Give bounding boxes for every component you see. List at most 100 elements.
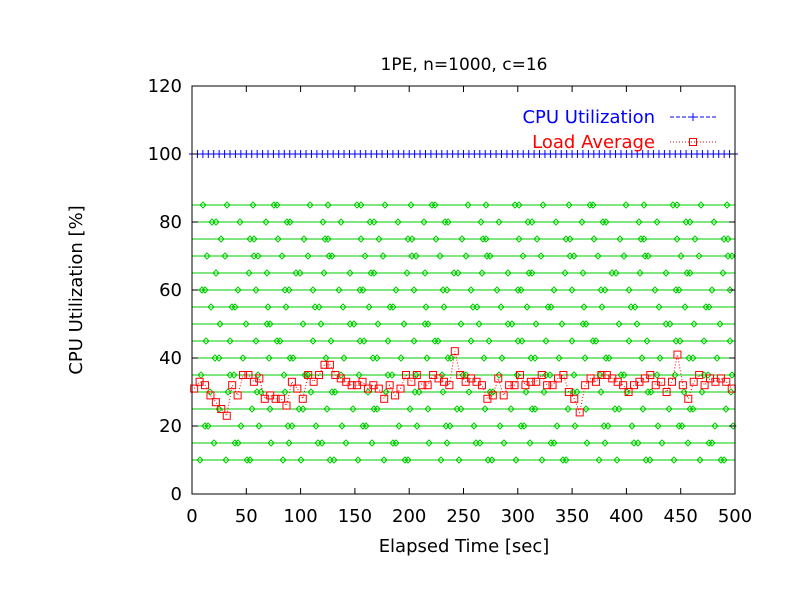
green-diamond [568, 286, 576, 294]
green-diamond [421, 320, 429, 328]
green-diamond [285, 439, 293, 447]
cpu-utilization-point [487, 150, 494, 158]
green-diamond [286, 218, 294, 226]
green-diamond [546, 371, 554, 379]
green-diamond [412, 252, 420, 260]
green-diamond [697, 201, 705, 209]
green-diamond [507, 405, 515, 413]
green-diamond [690, 320, 698, 328]
green-diamond [579, 269, 587, 277]
cpu-utilization-point [541, 150, 548, 158]
cpu-utilization-point [319, 150, 326, 158]
load-average-point [488, 391, 497, 400]
cpu-utilization-point [607, 150, 614, 158]
green-diamond [420, 218, 428, 226]
green-diamond [495, 218, 503, 226]
green-diamond [539, 201, 547, 209]
green-diamond [470, 422, 478, 430]
cpu-utilization-point [303, 150, 310, 158]
cpu-utilization-point [308, 150, 315, 158]
load-average-point [456, 371, 465, 379]
load-average-point [559, 371, 568, 379]
green-diamond [486, 252, 494, 260]
cpu-utilization-point [205, 150, 212, 158]
cpu-utilization-point [558, 150, 565, 158]
green-diamond [515, 235, 523, 243]
cpu-utilization-point [623, 150, 630, 158]
green-diamond [203, 252, 211, 260]
load-average-point [217, 405, 226, 413]
cpu-utilization-point [368, 150, 375, 158]
x-tick-label: 100 [283, 506, 317, 527]
green-diamond [631, 303, 639, 311]
cpu-utilization-point [569, 150, 576, 158]
load-average-point [401, 371, 410, 379]
cpu-utilization-point [216, 150, 223, 158]
load-average-point [515, 371, 524, 379]
cpu-utilization-point [509, 150, 516, 158]
green-diamond [620, 252, 628, 260]
green-diamond [248, 405, 256, 413]
cpu-utilization-point [520, 150, 527, 158]
green-diamond [708, 439, 716, 447]
green-diamond [299, 405, 307, 413]
cpu-utilization-point [639, 150, 646, 158]
green-diamond [628, 422, 636, 430]
green-diamond [598, 303, 606, 311]
green-diamond [578, 218, 586, 226]
green-diamond [367, 269, 375, 277]
green-diamond [254, 252, 262, 260]
cpu-utilization-point [482, 150, 489, 158]
green-diamond [528, 269, 536, 277]
green-diamond [458, 235, 466, 243]
green-diamond [443, 439, 451, 447]
green-diamond [210, 439, 218, 447]
green-diamond [601, 286, 609, 294]
green-diamond [581, 354, 589, 362]
green-diamond [273, 337, 281, 345]
x-tick-label: 250 [446, 506, 480, 527]
green-diamond [482, 235, 490, 243]
load-average-point [325, 360, 334, 369]
cpu-utilization-point [248, 150, 255, 158]
green-diamond [404, 456, 412, 464]
green-diamond [309, 337, 317, 345]
cpu-utilization-point [710, 150, 717, 158]
green-diamond [342, 439, 350, 447]
cpu-utilization-point [275, 150, 282, 158]
green-diamond [519, 252, 527, 260]
cpu-utilization-point [351, 150, 358, 158]
green-diamond [498, 354, 506, 362]
green-diamond [640, 201, 648, 209]
cpu-utilization-point [590, 150, 597, 158]
green-diamond [288, 422, 296, 430]
green-diamond [531, 405, 539, 413]
green-diamond [454, 269, 462, 277]
legend-cpu-utilization-label: CPU Utilization [522, 107, 655, 128]
green-diamond [431, 201, 439, 209]
green-diamond [359, 286, 367, 294]
green-diamond [533, 235, 541, 243]
green-diamond [286, 354, 294, 362]
green-diamond [431, 337, 439, 345]
cpu-utilization-point [335, 150, 342, 158]
green-diamond [565, 201, 573, 209]
green-diamond [599, 218, 607, 226]
green-diamond [515, 201, 523, 209]
cpu-utilization-point [585, 150, 592, 158]
green-diamond [700, 337, 708, 345]
green-diamond [217, 235, 225, 243]
green-diamond [542, 337, 550, 345]
cpu-utilization-point [688, 150, 695, 158]
cpu-utilization-point [683, 150, 690, 158]
load-average-point [548, 381, 557, 390]
green-diamond [242, 320, 250, 328]
green-diamond [357, 235, 365, 243]
load-average-point [532, 377, 541, 386]
green-diamond [373, 354, 381, 362]
cpu-utilization-point [362, 150, 369, 158]
green-diamond [686, 218, 694, 226]
cpu-utilization-point [324, 150, 331, 158]
cpu-utilization-point [427, 150, 434, 158]
green-diamond [672, 286, 680, 294]
